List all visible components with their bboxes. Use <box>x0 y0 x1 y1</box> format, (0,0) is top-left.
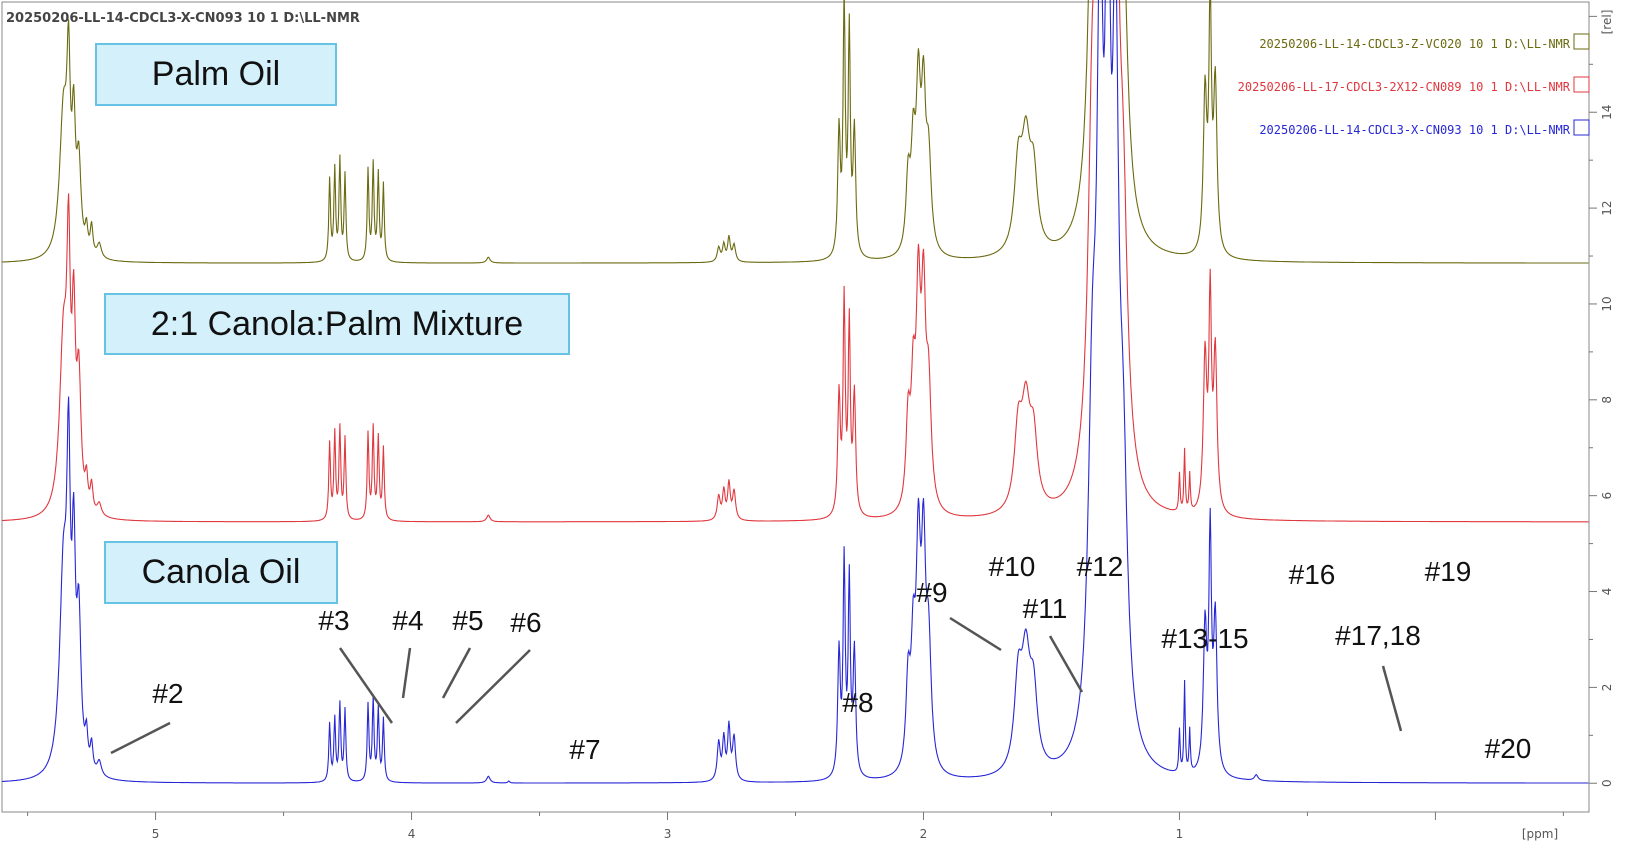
peak-label: #5 <box>452 605 483 636</box>
peak-leader-line <box>338 647 394 724</box>
peak-label: #19 <box>1425 556 1472 587</box>
legend-entry-3: 20250206-LL-14-CDCL3-X-CN093 10 1 D:\LL-… <box>1259 123 1570 137</box>
peak-leader-line <box>110 721 171 755</box>
peak-annotations: #2 #3 #4 #5 #6 #7 #8 #9 #10 #11 #12 #13-15 #16 #17,18… <box>110 551 1532 765</box>
spectrum-line-3 <box>1 0 1589 784</box>
peak-leader-line <box>1048 635 1084 693</box>
y-tick-label: 14 <box>1600 105 1614 120</box>
peak-label: #16 <box>1289 559 1336 590</box>
x-tick-label: 1 <box>1176 827 1184 841</box>
mixture-label: 2:1 Canola:Palm Mixture <box>104 293 570 355</box>
peak-label: #6 <box>510 607 541 638</box>
y-tick-label: 6 <box>1600 492 1614 500</box>
peak-leader-line <box>441 647 472 699</box>
peak-leader-line <box>455 649 531 724</box>
legend-entry-1: 20250206-LL-14-CDCL3-Z-VC020 10 1 D:\LL-… <box>1259 37 1570 51</box>
palm-oil-label: Palm Oil <box>95 43 337 106</box>
peak-label: #7 <box>569 734 600 765</box>
peak-leader-line <box>1381 665 1403 732</box>
y-tick-label: 8 <box>1600 396 1614 404</box>
canola-oil-label: Canola Oil <box>104 541 338 604</box>
peak-label: #9 <box>916 577 947 608</box>
peak-label: #10 <box>989 551 1036 582</box>
x-tick-label: 4 <box>408 827 416 841</box>
legend-swatch-2 <box>1573 76 1590 93</box>
peak-label: #8 <box>842 687 873 718</box>
legend-swatch-3 <box>1573 119 1590 136</box>
x-tick-label: 3 <box>664 827 672 841</box>
peak-label: #13-15 <box>1161 623 1248 654</box>
y-axis-label: [rel] <box>1600 10 1614 35</box>
axes-group: 5 4 3 2 1 [ppm] 0 2 4 6 8 10 12 14 [rel] <box>27 10 1614 841</box>
y-tick-label: 12 <box>1600 200 1614 215</box>
spectrum-line-1 <box>2 0 1589 264</box>
peak-label: #11 <box>1023 593 1068 624</box>
peak-label: #4 <box>392 605 423 636</box>
legend-swatch-1 <box>1573 33 1590 50</box>
window-title: 20250206-LL-14-CDCL3-X-CN093 10 1 D:\LL-… <box>6 11 360 26</box>
peak-label: #20 <box>1485 733 1532 764</box>
y-tick-label: 4 <box>1600 588 1614 596</box>
x-tick-label: 2 <box>920 827 928 841</box>
spectra-group <box>1 0 1589 784</box>
y-tick-label: 0 <box>1600 779 1614 787</box>
peak-label: #3 <box>318 605 349 636</box>
y-tick-label: 2 <box>1600 684 1614 692</box>
x-axis-label: [ppm] <box>1522 827 1558 841</box>
peak-label: #12 <box>1077 551 1124 582</box>
peak-label: #2 <box>152 678 183 709</box>
peak-label: #17,18 <box>1335 620 1421 651</box>
x-tick-label: 5 <box>152 827 160 841</box>
legend-group: 20250206-LL-14-CDCL3-Z-VC020 10 1 D:\LL-… <box>1238 33 1590 137</box>
peak-leader-line <box>401 647 412 699</box>
legend-entry-2: 20250206-LL-17-CDCL3-2X12-CN089 10 1 D:\… <box>1238 80 1571 94</box>
y-tick-label: 10 <box>1600 296 1614 311</box>
peak-leader-line <box>949 616 1002 652</box>
spectrum-line-2 <box>2 0 1589 523</box>
